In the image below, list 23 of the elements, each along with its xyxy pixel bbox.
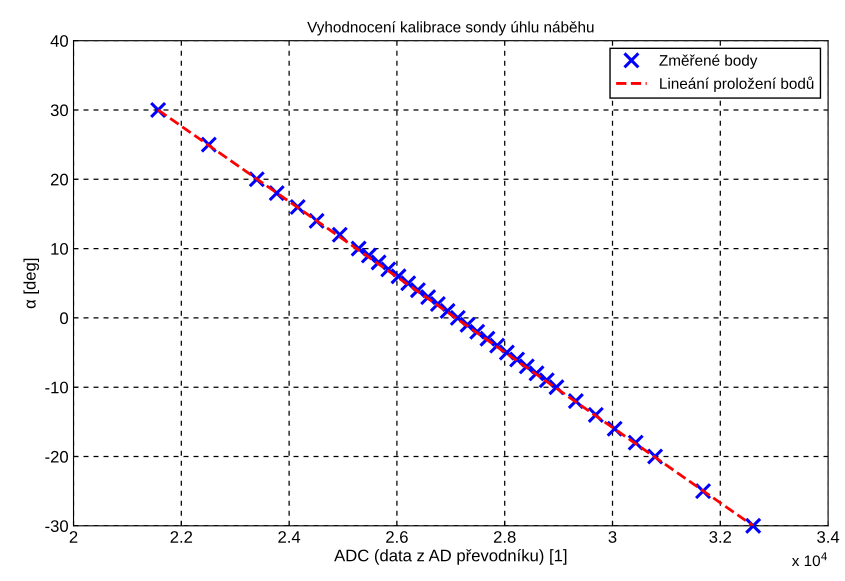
legend-label: Změřené body [659, 54, 758, 69]
x-axis-title: ADC (data z AD převodníku) [1] [334, 548, 566, 565]
chart-title: Vyhodnocení kalibrace sondy úhlu náběhu [307, 21, 594, 36]
y-tick-label: -10 [45, 382, 68, 394]
x-tick-label: 3 [608, 531, 616, 543]
x-tick-label: 2 [70, 531, 78, 543]
x-tick-label: 2.8 [494, 531, 516, 543]
x-tick-label: 2.4 [278, 531, 300, 543]
point [744, 517, 762, 534]
y-tick-label: 40 [50, 35, 68, 47]
y-tick-label: -20 [45, 450, 68, 463]
y-axis-title: α [deg] [23, 258, 40, 308]
y-tick-label: 30 [50, 104, 68, 116]
x-tick-label: 2.2 [170, 531, 192, 543]
y-tick-label: 0 [60, 312, 68, 324]
x-tick-label: 3.2 [709, 531, 732, 543]
x-tick-label: 2.6 [386, 531, 408, 543]
text: x 10$^{4}$ [792, 552, 827, 566]
y-tick-label: -30 [45, 520, 68, 532]
y-tick-label: 10 [51, 242, 68, 255]
legend-label: Lineání proložení bodů [660, 76, 814, 92]
x-tick-label: 3.4 [817, 531, 840, 543]
y-tick-label: 20 [50, 174, 68, 186]
